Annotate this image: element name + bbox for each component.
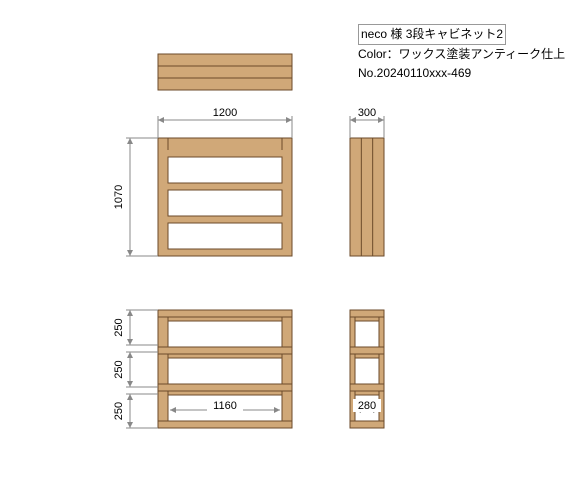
top-view — [158, 54, 292, 90]
svg-text:1160: 1160 — [213, 400, 237, 412]
front-open-left — [158, 310, 168, 428]
svg-text:300: 300 — [358, 107, 376, 119]
svg-text:1200: 1200 — [213, 107, 237, 119]
svg-text:250: 250 — [113, 360, 125, 378]
svg-text:280: 280 — [358, 400, 376, 412]
front-open-right — [282, 310, 292, 428]
svg-text:250: 250 — [113, 402, 125, 420]
svg-text:1070: 1070 — [113, 185, 125, 209]
svg-text:250: 250 — [113, 318, 125, 336]
drawing-canvas: 1200 300 1070 250 250 250 1160 280 — [0, 0, 583, 502]
side-view — [350, 138, 384, 256]
